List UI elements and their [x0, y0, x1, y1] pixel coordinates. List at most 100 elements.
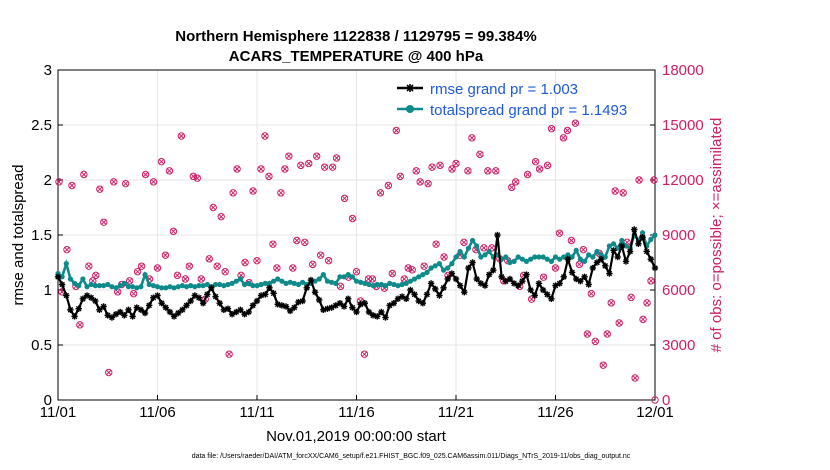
- obs-assimilated-point: [92, 272, 99, 279]
- left-tick-label: 1: [44, 282, 52, 299]
- obs-possible-point: [559, 134, 568, 142]
- obs-possible-point: [432, 240, 440, 248]
- obs-possible-point: [285, 152, 293, 160]
- rmse-point: [361, 300, 368, 307]
- rmse-star-stroke: [55, 274, 61, 280]
- rmse-star-stroke: [585, 281, 592, 288]
- obs-assimilated-point: [361, 351, 368, 358]
- obs-assimilated-point: [274, 265, 280, 271]
- obs-assimilated-point: [536, 166, 543, 172]
- totalspread-point: [507, 259, 513, 266]
- obs-x-stroke: [421, 263, 428, 270]
- left-axis-ticks: 0 0.5 1 1.5 2 2.5 3: [31, 62, 63, 409]
- totalspread-point: [544, 256, 550, 262]
- rmse-point: [54, 273, 62, 280]
- totalspread-point: [345, 272, 351, 278]
- obs-assimilated-point: [329, 164, 336, 171]
- obs-x-stroke: [397, 173, 404, 180]
- totalspread-point: [92, 283, 98, 289]
- rmse-star-stroke: [415, 298, 422, 304]
- rmse-point: [440, 284, 447, 291]
- obs-assimilated-point: [162, 252, 169, 259]
- rmse-point: [494, 231, 501, 239]
- totalspread-point: [349, 274, 355, 280]
- right-tick-label: 15000: [662, 117, 704, 134]
- totalspread-point: [374, 281, 380, 288]
- rmse-point: [631, 226, 638, 233]
- obs-assimilated-point: [409, 266, 416, 273]
- obs-x-stroke: [126, 277, 133, 284]
- rmse-star-stroke: [598, 256, 604, 262]
- obs-assimilated-point: [349, 215, 356, 222]
- rmse-point: [407, 286, 414, 294]
- totalspread-point: [457, 248, 463, 255]
- obs-assimilated-point: [433, 241, 439, 248]
- obs-x-stroke: [433, 241, 439, 248]
- rmse-star-stroke: [283, 303, 289, 310]
- rmse-point: [162, 304, 169, 311]
- rmse-point: [606, 270, 613, 277]
- obs-x-stroke: [262, 133, 268, 139]
- obs-assimilated-point: [437, 162, 443, 169]
- obs-assimilated-point: [469, 134, 475, 141]
- obs-possible-point: [352, 267, 361, 276]
- obs-possible-point: [615, 319, 623, 327]
- x-tick-label: 12/01: [636, 404, 674, 421]
- obs-possible-point: [100, 218, 108, 226]
- rmse-star-stroke: [341, 303, 347, 310]
- obs-x-stroke: [130, 290, 137, 297]
- rmse-star-stroke: [349, 304, 356, 311]
- obs-possible-point: [209, 203, 217, 212]
- totalspread-point: [241, 281, 248, 288]
- obs-possible-point: [328, 163, 337, 171]
- totalspread-point: [465, 245, 472, 251]
- obs-possible-point: [531, 157, 540, 166]
- totalspread-point: [449, 261, 455, 267]
- rmse-point: [199, 300, 207, 307]
- obs-assimilated-point: [644, 299, 650, 306]
- totalspread-point: [552, 254, 559, 260]
- rmse-star-stroke: [482, 282, 488, 289]
- obs-x-stroke: [206, 255, 213, 262]
- obs-possible-point: [436, 161, 444, 170]
- totalspread-point: [411, 276, 418, 282]
- obs-assimilated-point: [134, 268, 141, 275]
- totalspread-point: [478, 254, 484, 260]
- rmse-point: [315, 296, 323, 304]
- rmse-star-stroke: [225, 305, 231, 312]
- obs-x-stroke: [85, 263, 92, 270]
- rmse-point: [311, 289, 319, 296]
- obs-assimilated-point: [325, 257, 332, 264]
- obs-possible-point: [547, 124, 556, 133]
- obs-assimilated-point: [397, 173, 404, 180]
- obs-x-stroke: [524, 171, 531, 178]
- obs-assimilated-point: [632, 375, 638, 381]
- obs-possible-point: [539, 273, 548, 281]
- obs-assimilated-point: [484, 167, 491, 174]
- rmse-point: [382, 314, 389, 321]
- obs-x-stroke: [154, 265, 161, 271]
- rmse-point: [548, 295, 555, 302]
- obs-assimilated-point: [142, 171, 149, 178]
- obs-assimilated-point: [234, 166, 240, 172]
- obs-possible-point: [205, 255, 213, 263]
- obs-x-stroke: [552, 265, 559, 271]
- rmse-star-stroke: [635, 241, 642, 247]
- obs-possible-point: [468, 134, 476, 142]
- totalspread-point: [105, 281, 111, 288]
- rmse-point: [79, 295, 87, 302]
- rmse-star-stroke: [531, 292, 538, 299]
- obs-possible-point: [157, 157, 166, 166]
- obs-possible-point: [269, 240, 277, 248]
- totalspread-point: [594, 248, 600, 255]
- obs-x-stroke: [413, 167, 420, 174]
- obs-assimilated-point: [612, 188, 619, 194]
- totalspread-point: [528, 256, 534, 262]
- obs-x-stroke: [210, 204, 217, 211]
- obs-assimilated-point: [85, 263, 92, 270]
- rmse-point: [485, 271, 493, 278]
- rmse-star-stroke: [511, 280, 517, 287]
- rmse-point: [183, 302, 190, 309]
- obs-assimilated-point: [154, 265, 161, 271]
- rmse-star-stroke: [606, 270, 613, 277]
